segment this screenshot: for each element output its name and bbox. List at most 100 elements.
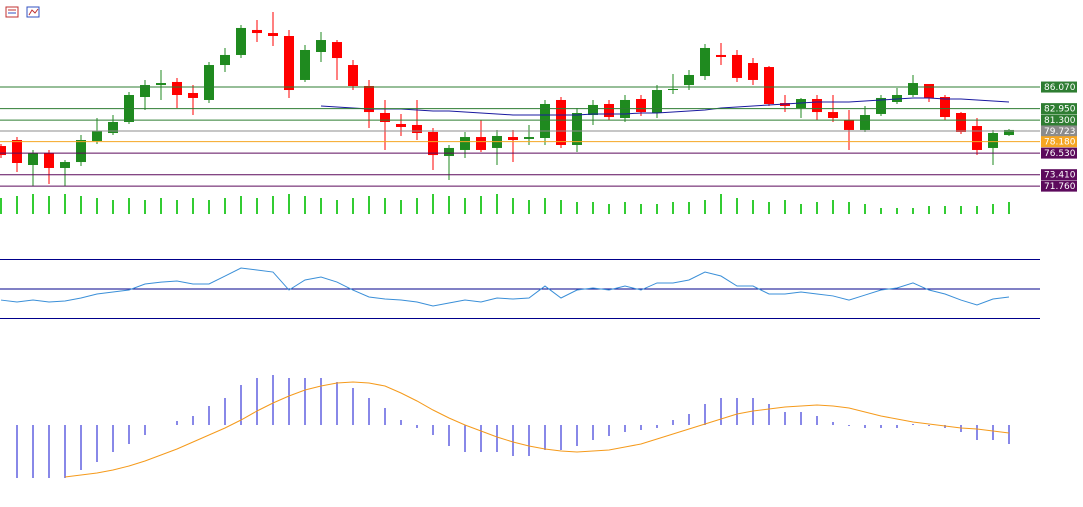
candle-body: [204, 65, 214, 100]
volume-bar: [48, 196, 50, 214]
volume-bar: [80, 196, 82, 214]
candle-body: [700, 47, 710, 77]
icon[interactable]: [5, 6, 19, 18]
volume-bar: [336, 200, 338, 214]
volume-bar: [320, 198, 322, 214]
volume-bar: [944, 206, 946, 214]
candle-body: [828, 112, 838, 118]
level-label: 71.760: [1044, 182, 1076, 192]
volume-bar: [736, 198, 738, 214]
candle-body: [556, 99, 566, 145]
icon-line: [28, 8, 39, 16]
candle-body: [956, 113, 966, 132]
level-label: 78.180: [1044, 138, 1076, 148]
volume-bar: [928, 206, 930, 214]
level-label-bg: [1041, 103, 1077, 115]
volume-bar: [464, 198, 466, 214]
candle-body: [940, 97, 950, 118]
volume-bar: [608, 204, 610, 214]
candle-body: [812, 99, 822, 113]
candle-body: [28, 153, 38, 166]
oscillator-line: [0, 267, 1010, 307]
moving-average: [320, 97, 1010, 116]
volume-bar: [480, 196, 482, 214]
volume-bar: [112, 200, 114, 214]
candle-body: [524, 137, 534, 139]
candle-body: [428, 131, 438, 156]
volume-bar: [976, 206, 978, 214]
volume-bar: [368, 196, 370, 214]
volume-bar: [432, 194, 434, 214]
candle-body: [636, 99, 646, 113]
level-label: 73.410: [1044, 171, 1076, 181]
volume-bar: [720, 194, 722, 214]
volume-bar: [624, 202, 626, 214]
candle-body: [364, 85, 374, 113]
signal-line: [64, 381, 1010, 478]
candle-body: [716, 54, 726, 57]
volume-bar: [640, 204, 642, 214]
candle-body: [108, 122, 118, 134]
volume-bar: [256, 198, 258, 214]
volume-bar: [784, 200, 786, 214]
volume-bar: [192, 198, 194, 214]
candle-body: [988, 133, 998, 148]
candle-body: [780, 103, 790, 107]
candle-body: [396, 124, 406, 127]
level-label: 86.070: [1044, 83, 1076, 93]
volume-bar: [816, 202, 818, 214]
candle-body: [1004, 129, 1014, 136]
volume-bar: [656, 204, 658, 214]
volume-bar: [576, 202, 578, 214]
volume-bar: [880, 208, 882, 214]
volume-bar: [560, 200, 562, 214]
volume-bar: [912, 208, 914, 214]
volume-bar: [832, 200, 834, 214]
level-label-bg: [1041, 114, 1077, 126]
level-label: 81.300: [1044, 116, 1076, 126]
volume-bar: [848, 202, 850, 214]
candle-body: [140, 85, 150, 98]
volume-bar: [160, 198, 162, 214]
volume-bar: [896, 208, 898, 214]
icon[interactable]: [26, 6, 40, 18]
level-label-bg: [1041, 147, 1077, 159]
volume-bar: [672, 202, 674, 214]
level-label: 82.950: [1044, 105, 1076, 115]
candle-body: [156, 83, 166, 86]
volume-bar: [128, 198, 130, 214]
candle-body: [924, 83, 934, 98]
candle-body: [188, 92, 198, 98]
toolbar-icons[interactable]: [5, 6, 40, 18]
volume-bar: [768, 202, 770, 214]
candle-body: [76, 140, 86, 163]
volume-bar: [592, 202, 594, 214]
level-label-bg: [1041, 81, 1077, 93]
volume-bar: [528, 200, 530, 214]
candle-body: [460, 137, 470, 150]
candle-body: [604, 104, 614, 118]
level-label-bg: [1041, 125, 1077, 137]
candle-body: [252, 29, 262, 34]
candle-body: [844, 119, 854, 130]
volume-bar: [16, 196, 18, 214]
candle-body: [236, 27, 246, 55]
candle-body: [172, 81, 182, 95]
candle-body: [332, 42, 342, 59]
candle-body: [684, 74, 694, 86]
level-label: 76.530: [1044, 149, 1076, 159]
candle-body: [764, 67, 774, 105]
candle-body: [540, 104, 550, 138]
volume-bar: [400, 200, 402, 214]
volume-bar: [992, 204, 994, 214]
volume-bar: [352, 198, 354, 214]
candle-body: [284, 36, 294, 91]
candle-body: [860, 115, 870, 130]
volume-bar: [1008, 202, 1010, 214]
volume-bar: [496, 194, 498, 214]
volume-bar: [0, 198, 2, 214]
level-label-bg: [1041, 169, 1077, 181]
candle-body: [652, 90, 662, 114]
volume-bar: [416, 198, 418, 214]
